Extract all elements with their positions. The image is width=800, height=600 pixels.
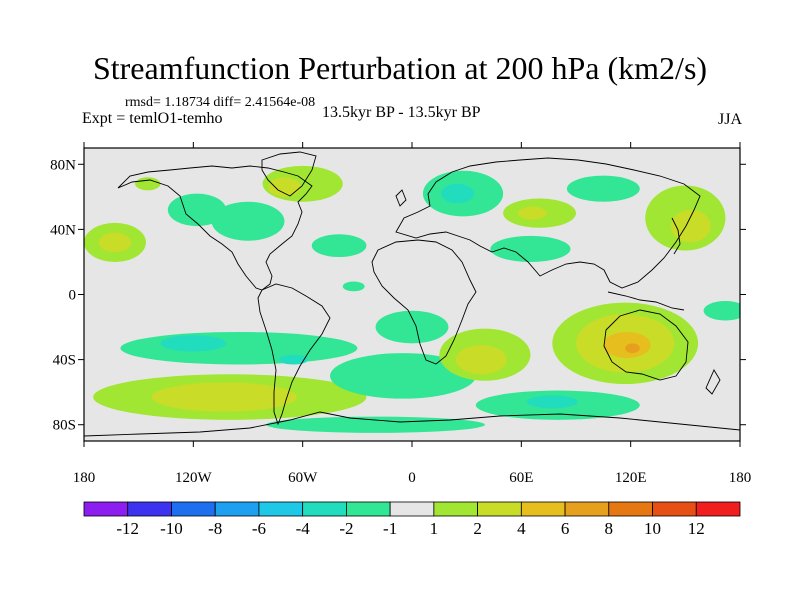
coast-eurasia [395,157,701,289]
y-tick-label: 80N [50,157,76,173]
colorbar-label: -6 [252,519,266,538]
colorbar-label: 12 [688,519,705,538]
contour-region-scandinavia-cyan [441,183,474,204]
coast-japan [671,217,681,255]
coast-uk [395,189,407,207]
contour-region-australia-red [625,343,640,354]
y-tick-label: 80S [53,418,76,434]
colorbar-swatch [433,501,479,517]
coastlines [84,151,740,437]
colorbar-label: 2 [473,519,482,538]
colorbar-swatch [83,501,129,517]
x-tick-label: 120E [615,470,647,486]
colorbar-swatch [258,501,304,517]
coast-antarctica [84,411,740,437]
x-tick-label: 180 [73,470,96,486]
coast-greenland [261,151,317,197]
colorbar-label: 10 [644,519,661,538]
x-tick-label: 60E [509,470,533,486]
coast-north-america [117,165,313,291]
contour-region-mideast-yellow [517,206,547,220]
contour-region-siberia-green [566,175,640,202]
y-tick-label: 0 [69,288,77,304]
contour-region-s-indian-cyan [526,395,578,409]
colorbar-label: -4 [296,519,311,538]
colorbar-label: -2 [339,519,353,538]
x-tick-label: 180 [729,470,752,486]
colorbar: -12 -10 -8 -6 -4 -2 -1 1 2 4 6 8 10 12 [83,501,741,538]
contour-region-atlantic-center-green [311,234,367,258]
colorbar-label: -8 [208,519,222,538]
colorbar-swatch [171,501,216,517]
x-tick-label: 120W [175,470,213,486]
coast-australia [603,309,689,381]
colorbar-swatch [695,501,741,517]
colorbar-label: -10 [160,519,183,538]
contour-region-arabia-green [490,235,571,262]
x-tick-label: 0 [408,470,416,486]
contour-region-pacific-ne-green [167,193,227,227]
contour-region-south-pacific-yellow [151,382,298,412]
season-label: JJA [717,111,742,128]
colorbar-label: 1 [430,519,439,538]
y-tick-label: 40S [53,353,76,369]
experiment-label: Expt = temlO1-temho [82,110,223,127]
period-label: 13.5kyr BP - 13.5kyr BP [322,104,481,121]
x-tick-label: 60W [288,470,318,486]
contour-region-nw-pacific-yellow [670,209,711,243]
contour-region-africa-green [375,310,449,344]
colorbar-label: 8 [605,519,614,538]
colorbar-label: 4 [517,519,526,538]
colorbar-swatch [520,501,566,517]
contour-region-pacific-sw-cyan [160,335,227,352]
colorbar-swatch [214,501,260,517]
contour-region-pacific-far-cyan [278,354,309,365]
colorbar-label: 6 [561,519,570,538]
contour-region-ne-pacific-yellow [98,232,132,253]
chart-title: Streamfunction Perturbation at 200 hPa (… [92,50,708,86]
colorbar-swatch [389,501,435,517]
contour-region-antarctic-green [266,416,485,433]
colorbar-swatch [564,501,610,517]
contour-region-s-atlantic-green [330,353,476,399]
colorbar-swatch [127,501,172,517]
colorbar-swatch [302,501,347,517]
contour-region-n-atlantic-yellow [268,177,301,197]
rmsd-stats: rmsd= 1.18734 diff= 2.41564e-08 [125,95,316,110]
coast-new-zealand [705,369,721,395]
colorbar-label: -1 [383,519,397,538]
coast-indonesia [607,291,685,311]
y-tick-label: 40N [50,222,76,238]
contour-region-alaska-green [135,177,161,191]
contour-region-n-america-green [211,201,285,241]
coast-africa [371,239,477,365]
contour-region-s-africa-yellow [455,344,507,375]
colorbar-swatch [608,501,653,517]
colorbar-swatch [652,501,697,517]
colorbar-swatch [477,501,522,517]
contour-region-pacific-sw-green [120,331,358,365]
contour-region-atlantic-south-green [342,281,365,292]
contour-region-e-pacific-green [703,301,740,321]
colorbar-label: -12 [116,519,139,538]
axes: 180 120W 60W 0 60E 120E 180 80N 40N 0 40S 80S [50,142,751,486]
coast-south-america [257,283,331,426]
colorbar-swatch [345,501,391,517]
contour-region-australia-orange [603,331,651,358]
